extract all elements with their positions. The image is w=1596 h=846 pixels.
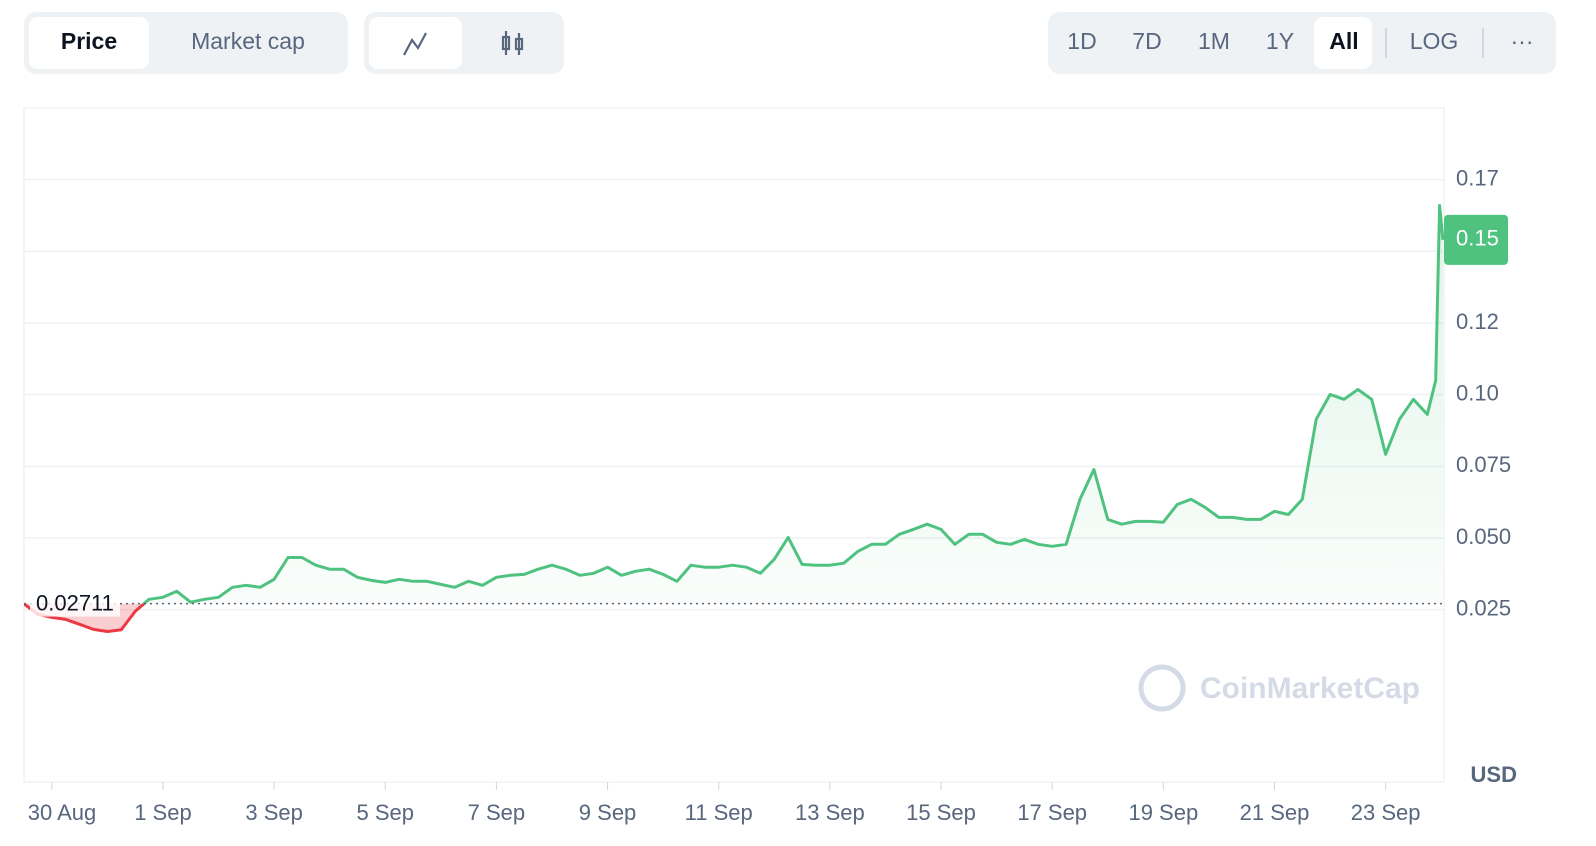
x-tick-label: 5 Sep [357, 800, 415, 825]
y-tick-label: 0.025 [1456, 595, 1511, 620]
plot-frame [23, 107, 1445, 783]
metric-tab[interactable]: Market cap [191, 28, 305, 54]
x-tick-label: 1 Sep [134, 800, 192, 825]
price-line-up [24, 204, 1444, 604]
more-button[interactable]: ··· [1511, 28, 1534, 54]
candle-icon[interactable] [501, 31, 524, 55]
x-tick-label: 17 Sep [1017, 800, 1087, 825]
line-icon [403, 32, 427, 56]
x-tick-label: 21 Sep [1240, 800, 1310, 825]
x-tick-label: 15 Sep [906, 800, 976, 825]
plot [24, 178, 1444, 790]
range-tab-active[interactable] [1314, 17, 1372, 69]
range-tab[interactable]: 1M [1198, 28, 1230, 54]
x-tick-label: 3 Sep [245, 800, 303, 825]
watermark: CoinMarketCap [1200, 672, 1420, 705]
baseline-label-bg [30, 588, 120, 617]
x-tick-label: 19 Sep [1128, 800, 1198, 825]
baseline-label: 0.02711 [36, 590, 114, 615]
range-tab[interactable]: 1D [1067, 28, 1096, 54]
x-tick-label: 13 Sep [795, 800, 865, 825]
metric-tab[interactable]: Price [61, 28, 117, 54]
x-tick-label: 23 Sep [1351, 800, 1421, 825]
x-tick-label: 9 Sep [579, 800, 637, 825]
current-price-label: 0.15 [1456, 226, 1499, 251]
range-toggle [1048, 12, 1556, 74]
y-tick-label: 0.12 [1456, 309, 1499, 334]
y-tick-label: 0.050 [1456, 524, 1511, 549]
area-up [24, 205, 1443, 604]
range-tab[interactable]: 1Y [1266, 28, 1294, 54]
x-tick-label: 11 Sep [685, 800, 753, 825]
y-tick-label: 0.10 [1456, 380, 1499, 405]
y-unit: USD [1471, 762, 1517, 787]
x-tick-label: 7 Sep [468, 800, 526, 825]
x-tick-label: 30 Aug [28, 800, 97, 825]
y-tick-label: 0.075 [1456, 452, 1511, 477]
range-tab[interactable]: 7D [1132, 28, 1161, 54]
watermark-logo [1138, 664, 1186, 712]
log-button[interactable]: LOG [1410, 28, 1459, 54]
range-tab[interactable]: All [1329, 28, 1358, 54]
y-tick-label: 0.17 [1456, 165, 1499, 190]
metric-tab-active[interactable] [29, 17, 149, 69]
current-price-badge [1444, 214, 1508, 265]
